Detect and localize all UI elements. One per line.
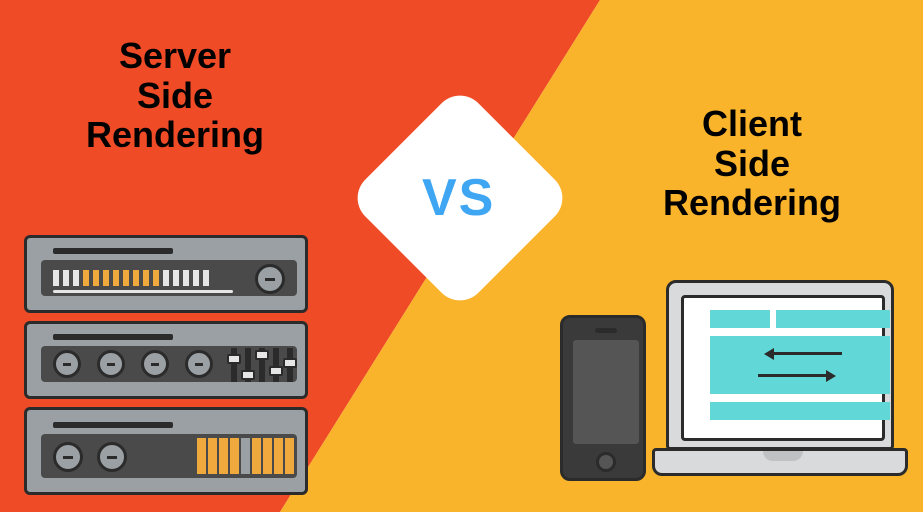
server-knob (53, 350, 81, 378)
server-led (83, 270, 89, 286)
server-unit (24, 407, 308, 495)
server-knob (255, 264, 285, 294)
title-line: Rendering (632, 183, 872, 223)
server-fader (231, 348, 237, 382)
server-led (203, 270, 209, 286)
server-vbar (219, 438, 228, 474)
layout-block (710, 310, 770, 328)
server-vbar (197, 438, 206, 474)
server-knob (53, 442, 83, 472)
layout-block (776, 310, 890, 328)
laptop-screen (681, 295, 885, 441)
infographic-canvas: ServerSideRendering ClientSideRendering … (0, 0, 923, 512)
laptop-lid (666, 280, 894, 450)
arrow-left-icon (772, 352, 842, 355)
server-slot (53, 422, 173, 428)
server-slot (53, 248, 173, 254)
server-knob (97, 442, 127, 472)
server-unit (24, 321, 308, 399)
title-line: Rendering (55, 115, 295, 155)
server-fader (245, 348, 251, 382)
server-led (133, 270, 139, 286)
server-underline (53, 290, 233, 293)
server-vbar (208, 438, 217, 474)
title-line: Server (55, 36, 295, 76)
server-fader (287, 348, 293, 382)
title-line: Client (632, 104, 872, 144)
laptop-icon (652, 280, 908, 484)
vs-text: VS (422, 168, 495, 228)
phone-screen (573, 340, 639, 444)
server-vbar (263, 438, 272, 474)
server-led (143, 270, 149, 286)
server-knob (97, 350, 125, 378)
server-led (173, 270, 179, 286)
server-led (183, 270, 189, 286)
server-led (73, 270, 79, 286)
server-unit (24, 235, 308, 313)
server-led (193, 270, 199, 286)
left-title: ServerSideRendering (55, 36, 295, 155)
server-led (103, 270, 109, 286)
server-slot (53, 334, 173, 340)
server-vbar (241, 438, 250, 474)
server-led (123, 270, 129, 286)
server-led (93, 270, 99, 286)
server-led (63, 270, 69, 286)
server-vbar (230, 438, 239, 474)
phone-icon (560, 315, 646, 481)
server-led (153, 270, 159, 286)
laptop-base (652, 448, 908, 476)
server-led (113, 270, 119, 286)
layout-block (710, 336, 890, 394)
server-fader (273, 348, 279, 382)
laptop-notch (763, 451, 803, 461)
server-vbar (274, 438, 283, 474)
title-line: Side (55, 76, 295, 116)
arrow-right-icon (758, 374, 828, 377)
right-title: ClientSideRendering (632, 104, 872, 223)
server-led (163, 270, 169, 286)
server-vbar (285, 438, 294, 474)
server-knob (141, 350, 169, 378)
server-knob (185, 350, 213, 378)
server-fader (259, 348, 265, 382)
phone-speaker (595, 328, 617, 333)
phone-home-button (596, 452, 616, 472)
server-led (53, 270, 59, 286)
server-vbar (252, 438, 261, 474)
layout-block (710, 402, 890, 420)
title-line: Side (632, 144, 872, 184)
